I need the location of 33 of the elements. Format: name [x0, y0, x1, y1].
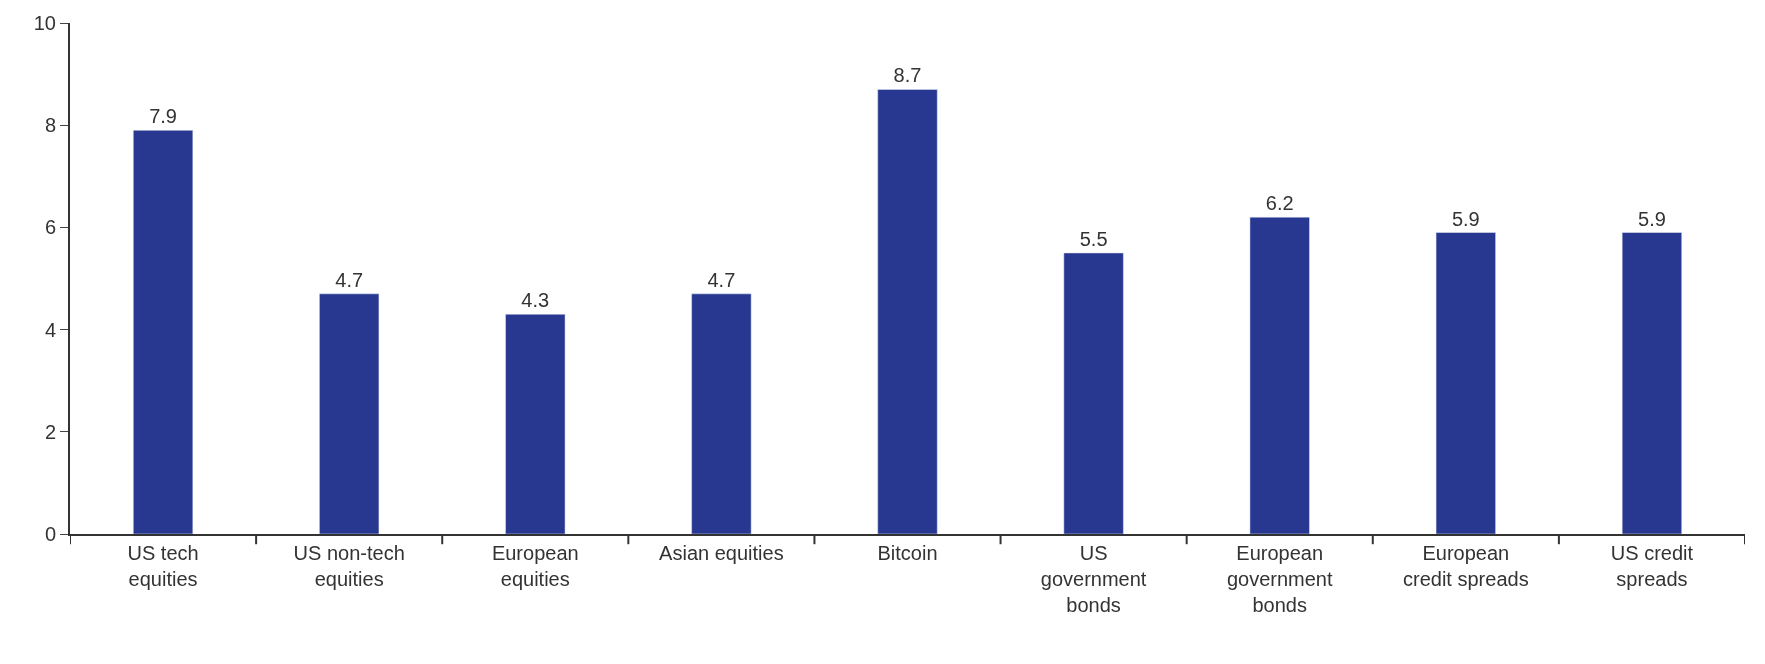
- x-tick-label: US government bonds: [1040, 542, 1147, 616]
- bar: [1249, 216, 1310, 534]
- x-tick-label: US tech equities: [127, 542, 199, 590]
- x-tick-label: Bitcoin: [877, 542, 938, 564]
- y-tick-label: 10: [33, 12, 56, 34]
- data-label: 4.3: [521, 289, 550, 312]
- bar: [1621, 232, 1682, 534]
- x-tick-label: European equities: [491, 542, 579, 590]
- data-label: 4.7: [707, 268, 736, 291]
- x-tick-label: Asian equities: [659, 542, 784, 564]
- bar: [133, 130, 194, 534]
- x-tick-label: US non-tech equities: [293, 542, 405, 590]
- y-tick-label: 4: [44, 318, 56, 341]
- bar: [505, 314, 566, 534]
- bar: [1435, 232, 1496, 534]
- data-label: 5.9: [1638, 207, 1666, 230]
- x-tick-label: European government bonds: [1226, 542, 1333, 616]
- bar: [1063, 252, 1124, 534]
- data-label: 7.9: [149, 105, 177, 128]
- data-label: 4.7: [335, 268, 364, 291]
- y-tick-label: 2: [44, 420, 56, 443]
- y-tick-label: 8: [44, 114, 56, 137]
- data-label: 6.2: [1265, 192, 1294, 215]
- x-tick-label: US credit spreads: [1610, 542, 1694, 590]
- data-label: 5.9: [1451, 207, 1480, 230]
- y-tick-label: 6: [44, 216, 56, 239]
- data-label: 5.5: [1079, 227, 1108, 250]
- bar: [691, 293, 752, 534]
- bar: [877, 89, 938, 534]
- x-tick-label: European credit spreads: [1403, 542, 1529, 590]
- bar: [319, 293, 380, 534]
- data-label: 8.7: [893, 64, 922, 87]
- y-tick-label: 0: [44, 523, 56, 545]
